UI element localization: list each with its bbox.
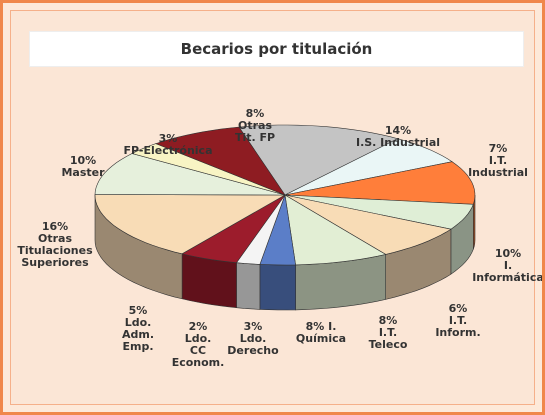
chart-title: Becarios por titulación — [29, 31, 524, 67]
slice-side — [259, 264, 296, 311]
category-label: Otras Tit. FP — [234, 119, 276, 144]
slice — [238, 124, 399, 196]
category-label: FP-Electrónica — [123, 144, 213, 157]
slice-label: 14% I.S. Industrial — [353, 125, 443, 149]
category-label: Master — [61, 166, 105, 179]
slice-label: 10% I. Informática — [463, 247, 544, 284]
slice-label: 3% Ldo. Derecho — [208, 321, 298, 357]
chart — [94, 124, 476, 311]
value-label: 3% — [158, 132, 178, 145]
slice-label: 3% FP-Electrónica — [123, 133, 213, 157]
slice — [94, 153, 286, 196]
category-label: Otras Titulaciones Superiores — [17, 232, 93, 269]
slice-side — [236, 262, 261, 310]
value-label: 8% — [245, 107, 265, 120]
slice — [284, 138, 453, 196]
value-label: 10% — [494, 247, 522, 260]
value-label: 6% — [448, 302, 468, 315]
value-label: 8% — [305, 320, 325, 333]
slice — [284, 194, 387, 266]
category-label: I.T. Industrial — [468, 154, 528, 179]
value-label: 5% — [128, 304, 148, 317]
slice — [181, 194, 286, 264]
value-label: 10% — [69, 154, 97, 167]
value-label: 14% — [384, 124, 412, 137]
slice-label: 2% Ldo. CC Econom. — [153, 321, 243, 369]
value-label: 8% — [378, 314, 398, 327]
slice-label: 8% I. Química — [294, 321, 348, 345]
category-label: I.S. Industrial — [355, 136, 441, 149]
value-label: 16% — [41, 220, 69, 233]
slice-label: 10% Master — [38, 155, 128, 179]
category-label: I.T. Teleco — [368, 326, 408, 351]
slice — [155, 126, 286, 196]
category-label: Ldo. Derecho — [227, 332, 279, 357]
value-label: 2% — [188, 320, 208, 333]
slice-label: 6% I.T. Inform. — [413, 303, 503, 339]
value-label: 3% — [243, 320, 263, 333]
slice-label: 8% I.T. Teleco — [343, 315, 433, 351]
slice-label: 8% Otras Tit. FP — [210, 108, 300, 144]
category-label: Ldo. Adm. Emp. — [121, 316, 155, 353]
slice-label: 7% I.T. Industrial — [453, 142, 542, 179]
category-label: Ldo. CC Econom. — [171, 332, 225, 369]
slice-label: 16% Otras Titulaciones Superiores — [10, 221, 100, 269]
value-label: 7% — [488, 142, 508, 155]
category-label: I. Informática — [472, 259, 544, 284]
category-label: I.T. Inform. — [435, 314, 481, 339]
slice — [284, 194, 452, 255]
slice — [284, 194, 474, 230]
slice — [284, 161, 476, 205]
slice-label: 5% Ldo. Adm. Emp. — [93, 305, 183, 353]
slice — [94, 194, 287, 255]
category-label: I. Química — [295, 320, 347, 345]
